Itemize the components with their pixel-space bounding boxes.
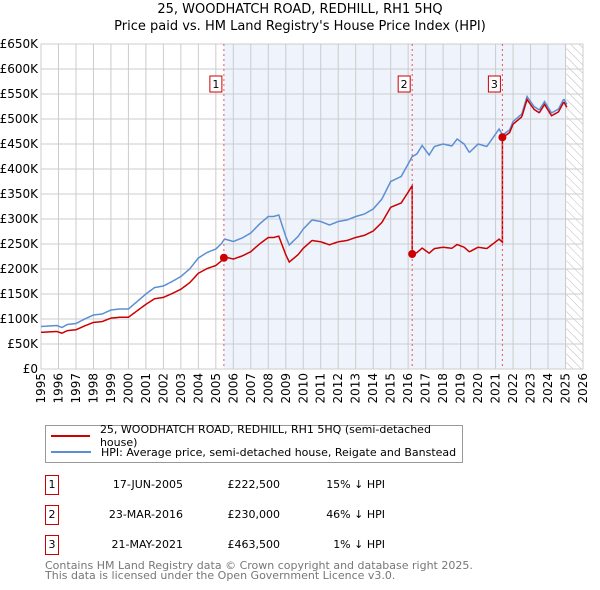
sale-label-box	[397, 75, 411, 93]
y-tick-label: £250K	[0, 237, 39, 251]
sale-hpi-diff: 1% ↓ HPI	[333, 538, 385, 551]
x-tick-label: 1998	[86, 373, 100, 404]
y-tick-label: £150K	[0, 287, 39, 301]
y-tick-label: £50K	[7, 337, 39, 351]
sale-row: 3 21-MAY-2021 £463,500 1% ↓ HPI	[45, 535, 545, 555]
x-tick-label: 2002	[156, 373, 170, 404]
shaded-region	[223, 44, 567, 369]
x-tick-label: 2024	[541, 373, 555, 404]
x-tick-label: 2003	[174, 373, 188, 404]
y-tick-label: £450K	[0, 137, 39, 151]
x-tick-label: 2020	[471, 373, 485, 404]
x-tick-label: 2004	[191, 373, 205, 404]
sale-point	[498, 133, 507, 142]
x-tick-label: 2000	[121, 373, 135, 404]
x-tick-label: 2017	[419, 373, 433, 404]
y-tick-label: £100K	[0, 312, 39, 326]
x-tick-label: 2014	[366, 373, 380, 404]
sale-marker-box: 2	[45, 505, 59, 525]
y-tick-label: £500K	[0, 112, 39, 126]
sale-point	[219, 253, 228, 262]
sale-date: 17-JUN-2005	[112, 478, 183, 491]
legend-swatch	[51, 451, 91, 453]
y-tick-label: £0	[23, 362, 38, 376]
x-tick-label: 2018	[436, 373, 450, 404]
x-tick-label: 2016	[401, 373, 415, 404]
legend-label: HPI: Average price, semi-detached house,…	[101, 445, 457, 459]
legend-swatch	[51, 435, 90, 437]
x-tick-label: 2001	[139, 373, 153, 404]
x-tick-label: 2011	[314, 373, 328, 404]
chart-title: 25, WOODHATCH ROAD, REDHILL, RH1 5HQ	[157, 2, 443, 17]
y-tick-label: £550K	[0, 87, 39, 101]
sale-label-box	[487, 75, 501, 93]
x-tick-label: 2019	[454, 373, 468, 404]
x-tick-label: 2009	[279, 373, 293, 404]
y-tick-label: £200K	[0, 262, 39, 276]
x-tick-label: 2023	[524, 373, 538, 404]
sale-hpi-diff: 46% ↓ HPI	[326, 508, 385, 521]
x-tick-label: 2015	[384, 373, 398, 404]
x-tick-label: 2005	[209, 373, 223, 404]
chart-subtitle: Price paid vs. HM Land Registry's House …	[114, 19, 486, 34]
x-tick-label: 2010	[296, 373, 310, 404]
x-tick-label: 2025	[559, 373, 573, 404]
plot-frame	[40, 43, 584, 370]
sale-price: £463,500	[227, 538, 281, 551]
hpi-line	[40, 94, 568, 329]
x-tick-label: 2013	[349, 373, 363, 404]
sale-date: 21-MAY-2021	[111, 538, 183, 551]
sale-price: £230,000	[227, 508, 281, 521]
x-tick-label: 2021	[489, 373, 503, 404]
sale-hpi-diff: 15% ↓ HPI	[326, 478, 385, 491]
x-tick-label: 2026	[576, 373, 590, 404]
x-tick-label: 2008	[261, 373, 275, 404]
sale-price: £222,500	[227, 478, 281, 491]
sale-date: 23-MAR-2016	[108, 508, 183, 521]
y-tick-label: £600K	[0, 62, 39, 76]
x-tick-label: 2012	[331, 373, 345, 404]
sale-row: 2 23-MAR-2016 £230,000 46% ↓ HPI	[45, 505, 545, 525]
forecast-hatch	[566, 44, 583, 369]
sale-label: 2	[401, 78, 408, 91]
legend-label: 25, WOODHATCH ROAD, REDHILL, RH1 5HQ (se…	[99, 423, 431, 449]
chart-svg: £0 £50K £100K £150K £200K £250K £300K £350K £400…	[0, 37, 590, 404]
y-tick-label: £300K	[0, 212, 39, 226]
property-price-line	[40, 97, 568, 335]
legend: 25, WOODHATCH ROAD, REDHILL, RH1 5HQ (se…	[45, 423, 463, 463]
x-tick-label: 2022	[506, 373, 520, 404]
x-tick-label: 1997	[69, 373, 83, 404]
sale-label: 3	[491, 78, 498, 91]
x-tick-label: 1995	[34, 373, 48, 404]
sale-row: 1 17-JUN-2005 £222,500 15% ↓ HPI	[45, 475, 545, 495]
sale-marker-box: 1	[45, 475, 59, 495]
x-tick-label: 1999	[104, 373, 118, 404]
sale-label-box	[209, 75, 223, 93]
x-tick-label: 2007	[244, 373, 258, 404]
x-tick-label: 1996	[51, 373, 65, 404]
y-tick-label: £400K	[0, 162, 39, 176]
sale-point	[408, 250, 417, 258]
footer-licence: This data is licensed under the Open Gov…	[45, 569, 396, 582]
y-tick-label: £650K	[0, 37, 39, 51]
x-tick-label: 2006	[226, 373, 240, 404]
footer-copyright: Contains HM Land Registry data © Crown c…	[45, 559, 473, 572]
sale-label: 1	[212, 78, 219, 91]
legend-item-hpi: HPI: Average price, semi-detached house,…	[46, 444, 456, 460]
y-tick-label: £350K	[0, 187, 39, 201]
legend-item-property: 25, WOODHATCH ROAD, REDHILL, RH1 5HQ (se…	[46, 423, 462, 449]
sale-marker-box: 3	[45, 535, 59, 555]
